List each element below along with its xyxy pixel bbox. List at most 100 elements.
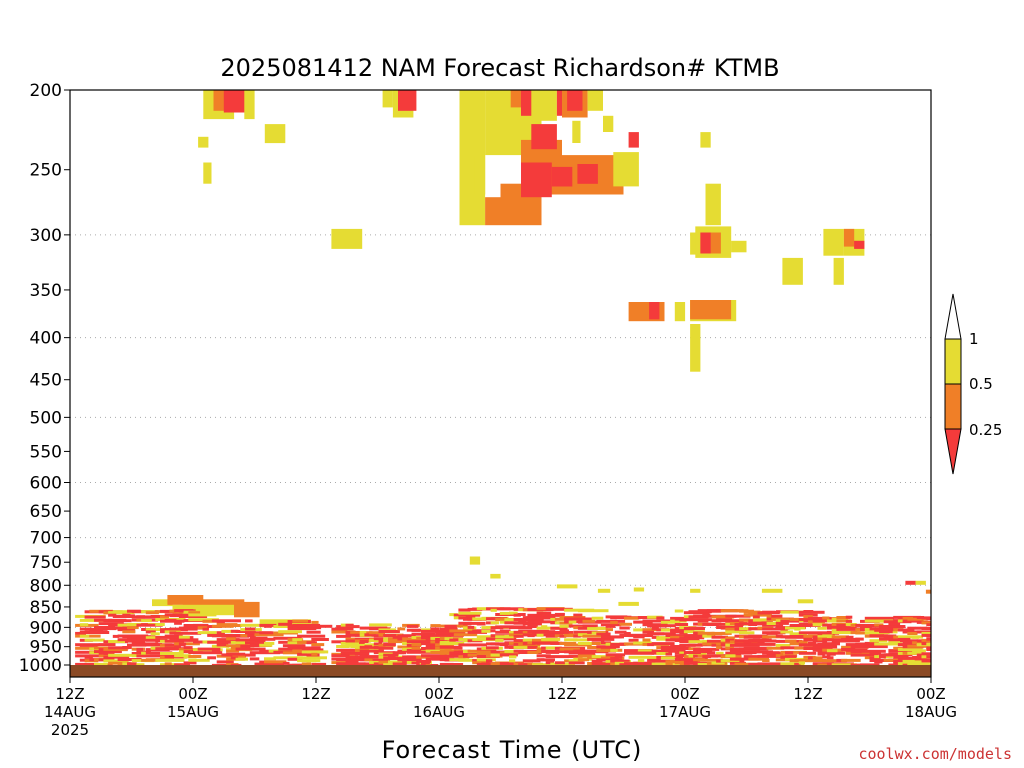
ri-streak-o	[785, 639, 797, 643]
ri-streak-r	[642, 619, 666, 623]
ri-streak-y	[568, 620, 577, 624]
ri-streak-r	[674, 623, 689, 626]
ri-streak-r	[734, 623, 744, 626]
ri-streak-r	[794, 662, 801, 666]
ri-streak-o	[610, 662, 620, 666]
ri-streak-r	[651, 642, 675, 646]
ri-streak-y	[188, 658, 210, 662]
ri-streak-o	[364, 658, 373, 662]
ri-streak-r	[550, 626, 568, 630]
ri-streak-r	[421, 634, 452, 638]
y-tick-label: 550	[30, 442, 62, 462]
ri-streak-o	[430, 624, 441, 628]
ri-speckle-y	[633, 587, 645, 592]
ri-streak-r	[670, 628, 695, 632]
ri-streak-r	[84, 655, 93, 659]
ri-streak-r	[926, 637, 931, 641]
ri-streak-r	[541, 613, 564, 617]
ri-streak-r	[879, 625, 906, 628]
credit-text: coolwx.com/models	[858, 745, 1012, 763]
ri-streak-r	[888, 622, 901, 626]
ri-streak-r	[103, 651, 115, 655]
ri-streak-r	[430, 627, 440, 631]
ri-streak-r	[541, 658, 555, 662]
ri-cell-y	[823, 228, 844, 256]
ri-streak-r	[145, 630, 156, 634]
ri-streak-r	[831, 642, 840, 646]
ri-streak-r	[527, 625, 538, 628]
ri-streak-r	[817, 652, 825, 656]
ri-streak-r	[240, 644, 251, 648]
ri-cell-y	[690, 232, 701, 255]
ri-streak-r	[817, 645, 838, 649]
ri-streak-r	[354, 652, 370, 656]
ri-streak-r	[297, 652, 307, 656]
ri-streak-o	[226, 649, 240, 653]
ri-streak-r	[411, 632, 436, 636]
colorbar-yellow	[944, 338, 962, 385]
ri-streak-r	[826, 652, 836, 656]
ri-streak-o	[822, 616, 830, 620]
ri-streak-r	[178, 642, 187, 646]
ri-streak-r	[545, 655, 569, 659]
ri-streak-r	[297, 634, 326, 638]
ri-streak-y	[912, 649, 926, 653]
ri-streak-r	[907, 626, 927, 630]
ri-streak-y	[559, 624, 569, 628]
ri-streak-y	[831, 631, 854, 635]
ri-streak-o	[94, 646, 112, 650]
ri-streak-y	[794, 627, 801, 631]
ri-streak-r	[378, 646, 394, 650]
ri-streak-y	[301, 650, 329, 654]
ri-streak-y	[532, 663, 561, 667]
ri-streak-o	[812, 656, 823, 660]
ri-streak-y	[610, 648, 618, 652]
ri-streak-r	[98, 627, 117, 631]
ri-streak-o	[174, 642, 200, 646]
ri-streak-r	[406, 648, 422, 652]
ri-streak-o	[527, 651, 539, 654]
ri-streak-y	[240, 623, 259, 627]
ri-streak-y	[907, 662, 930, 666]
ri-streak-r	[545, 607, 573, 611]
ri-streak-o	[907, 644, 931, 648]
ri-streak-r	[164, 646, 179, 650]
ri-streak-r	[499, 607, 525, 611]
ri-streak-r	[688, 626, 704, 630]
ri-streak-y	[568, 659, 584, 663]
ri-streak-y	[688, 640, 713, 644]
ri-streak-r	[273, 636, 302, 640]
ri-streak-y	[564, 638, 578, 642]
ri-streak-y	[752, 618, 762, 622]
ri-streak-r	[373, 642, 383, 646]
ri-streak-y	[766, 622, 779, 625]
ri-streak-r	[860, 649, 886, 653]
ri-streak-r	[536, 641, 562, 645]
ri-streak-r	[112, 634, 120, 638]
colorbar-label-0.5: 0.5	[969, 375, 993, 393]
ri-streak-o	[619, 622, 632, 626]
ri-streak-r	[926, 655, 931, 659]
ri-streak-r	[752, 615, 760, 619]
ri-streak-o	[822, 659, 847, 663]
ri-streak-r	[522, 659, 541, 663]
ri-streak-y	[359, 630, 367, 634]
ri-streak-r	[499, 643, 509, 647]
ri-streak-r	[131, 615, 162, 619]
ri-streak-r	[734, 657, 759, 661]
ri-streak-r	[693, 647, 720, 651]
ri-cell-r	[223, 90, 250, 113]
ri-streak-r	[559, 634, 567, 638]
ri-streak-r	[926, 617, 931, 621]
ri-streak-r	[651, 627, 659, 631]
ri-streak-r	[392, 662, 407, 666]
ri-streak-r	[467, 625, 475, 629]
ri-streak-y	[817, 626, 827, 630]
ri-streak-r	[336, 634, 351, 638]
ri-cell-y	[674, 302, 686, 322]
ri-streak-r	[888, 627, 898, 631]
ri-streak-y	[826, 619, 843, 623]
ri-streak-o	[720, 631, 729, 635]
ri-streak-y	[136, 663, 145, 667]
ri-streak-r	[527, 616, 543, 620]
